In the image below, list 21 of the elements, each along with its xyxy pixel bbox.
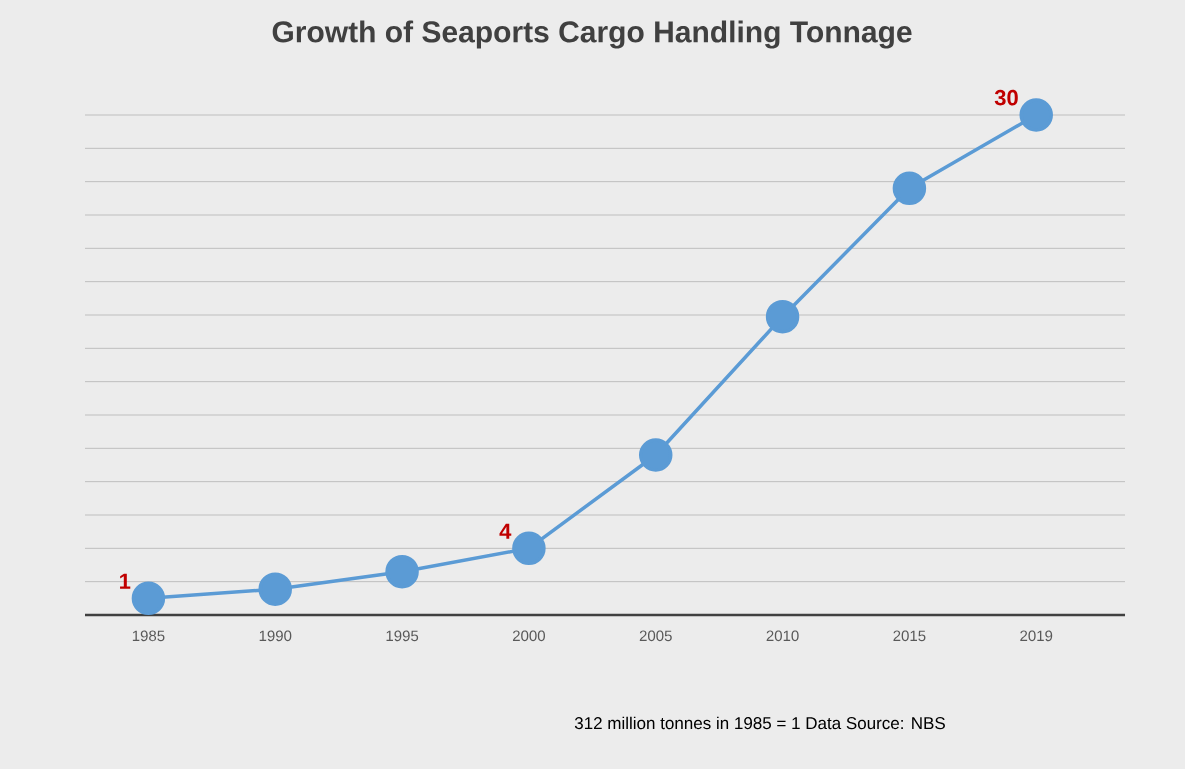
point xyxy=(1019,98,1053,132)
x-tick-label: 2000 xyxy=(512,630,545,642)
text: 312 million tonnes in 1985 = 1 Data Source: NBS xyxy=(574,716,945,730)
point xyxy=(638,438,673,472)
x-tick-label: 2019 xyxy=(1020,630,1053,642)
point xyxy=(258,572,292,606)
x-tick-label: 2005 xyxy=(639,630,672,642)
point xyxy=(131,581,166,616)
x-tick-label: 1995 xyxy=(386,630,419,642)
data-label: 30 xyxy=(994,89,1018,106)
point xyxy=(892,171,927,206)
point xyxy=(385,554,419,589)
data-label: 4 xyxy=(499,523,512,539)
chart-title: Growth of Seaports Cargo Handling Tonnage xyxy=(272,20,912,49)
data-label: 1 xyxy=(120,573,131,589)
x-tick-label: 1990 xyxy=(259,630,292,642)
point xyxy=(512,531,546,566)
x-tick-label: 1985 xyxy=(132,630,165,642)
x-tick-label: 2015 xyxy=(893,630,926,642)
x-tick-label: 2010 xyxy=(766,630,799,642)
point xyxy=(765,299,800,334)
